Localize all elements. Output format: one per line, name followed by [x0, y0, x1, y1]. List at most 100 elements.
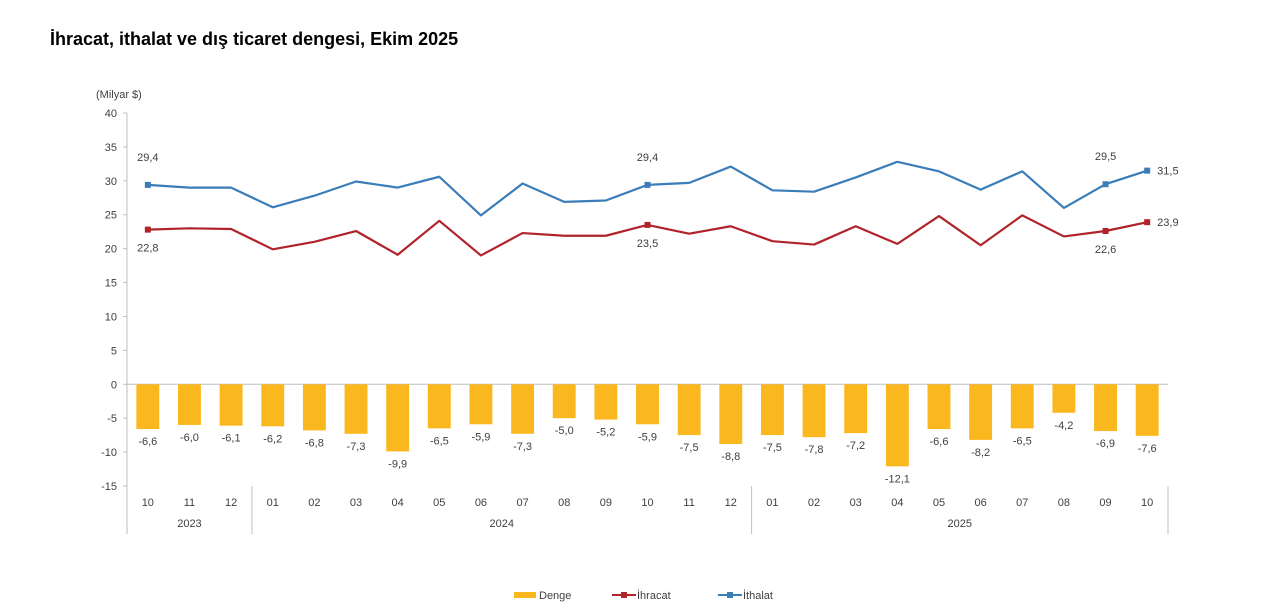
denge-bar	[261, 384, 285, 427]
denge-bar	[1135, 384, 1159, 436]
denge-bar-label: -5,2	[596, 427, 615, 439]
legend-item-ithalat: İthalat	[718, 589, 773, 602]
ihracat-point-label: 22,8	[137, 243, 158, 255]
denge-bar-label: -9,9	[388, 458, 407, 470]
denge-bar	[636, 384, 659, 425]
ihracat-marker	[144, 226, 151, 233]
x-tick-label: 05	[933, 497, 945, 509]
x-tick-label: 12	[725, 497, 737, 509]
y-tick-label: 30	[105, 176, 117, 188]
ihracat-point-label: 22,6	[1095, 244, 1116, 256]
x-tick-label: 08	[558, 497, 570, 509]
x-tick-label: 11	[683, 497, 694, 509]
x-tick-label: 10	[641, 497, 653, 509]
y-tick-label: 20	[105, 244, 117, 256]
x-tick-label: 06	[974, 497, 986, 509]
y-tick-label: 25	[105, 210, 117, 222]
denge-bar-label: -7,6	[1138, 443, 1157, 455]
denge-bar	[802, 384, 826, 438]
x-tick-label: 08	[1058, 497, 1070, 509]
y-tick-label: 40	[105, 108, 117, 120]
legend-item-ihracat: İhracat	[612, 589, 671, 602]
denge-bar	[1052, 384, 1076, 413]
x-tick-label: 01	[267, 497, 279, 509]
denge-bar-label: -7,2	[846, 440, 865, 452]
denge-bar-label: -6,0	[180, 432, 199, 444]
denge-bar-label: -7,5	[763, 442, 782, 454]
year-label: 2023	[177, 518, 201, 530]
denge-bar	[344, 384, 368, 434]
y-tick-label: 10	[105, 311, 117, 323]
chart-title: İhracat, ithalat ve dış ticaret dengesi,…	[50, 29, 458, 49]
ithalat-line	[147, 160, 1148, 217]
ihracat-marker	[1102, 228, 1109, 235]
denge-bar-label: -8,2	[971, 447, 990, 459]
x-tick-label: 01	[766, 497, 778, 509]
x-tick-label: 12	[225, 497, 237, 509]
denge-bar	[552, 384, 576, 419]
ithalat-marker	[644, 181, 651, 188]
ithalat-marker	[1102, 181, 1109, 188]
legend-swatch	[514, 592, 536, 598]
x-tick-label: 03	[850, 497, 862, 509]
denge-bar	[719, 384, 743, 444]
denge-bar	[844, 384, 868, 434]
denge-bar	[1010, 384, 1034, 429]
x-tick-label: 10	[142, 497, 154, 509]
denge-bar-label: -6,2	[263, 433, 282, 445]
ithalat-marker	[144, 181, 151, 188]
denge-bar-label: -6,9	[1096, 438, 1115, 450]
ihracat-marker	[1144, 219, 1151, 226]
denge-bar-label: -5,0	[555, 425, 574, 437]
x-tick-label: 11	[184, 497, 195, 509]
denge-bar-label: -6,5	[1013, 435, 1032, 447]
ihracat-point-label: 23,5	[637, 238, 658, 250]
legend-marker	[621, 592, 627, 598]
denge-bar-label: -7,8	[805, 444, 824, 456]
denge-bar	[969, 384, 993, 440]
denge-bar-label: -7,5	[680, 442, 699, 454]
denge-bar-label: -8,8	[721, 451, 740, 463]
denge-bar-label: -6,6	[929, 436, 948, 448]
y-tick-label: 5	[111, 345, 117, 357]
denge-bar	[677, 384, 701, 436]
y-tick-label: 15	[105, 278, 117, 290]
denge-bar	[511, 384, 535, 434]
denge-bar	[136, 384, 160, 430]
x-tick-label: 09	[1099, 497, 1111, 509]
x-tick-label: 07	[1016, 497, 1028, 509]
ithalat-marker	[1144, 167, 1151, 174]
denge-bar	[885, 384, 909, 467]
denge-bar	[427, 384, 451, 429]
y-tick-label: -15	[101, 481, 117, 493]
x-tick-label: 02	[808, 497, 820, 509]
denge-bar-label: -5,9	[471, 431, 490, 443]
denge-bar	[386, 384, 410, 452]
y-tick-label: -5	[107, 413, 117, 425]
denge-bar	[178, 384, 201, 425]
legend-label: Denge	[539, 590, 571, 602]
year-label: 2025	[948, 518, 972, 530]
denge-bar	[1094, 384, 1117, 432]
x-tick-label: 02	[308, 497, 320, 509]
ithalat-point-label: 29,4	[137, 152, 158, 164]
ithalat-point-label: 31,5	[1157, 166, 1178, 178]
legend-label: İhracat	[637, 589, 671, 602]
denge-bar	[760, 384, 784, 436]
y-tick-label: -10	[101, 447, 117, 459]
x-tick-label: 06	[475, 497, 487, 509]
denge-bar-label: -6,8	[305, 437, 324, 449]
denge-bar-label: -6,5	[430, 435, 449, 447]
denge-bar	[927, 384, 951, 430]
y-tick-label: 35	[105, 142, 117, 154]
denge-bar-label: -7,3	[513, 441, 532, 453]
legend-label: İthalat	[743, 589, 773, 602]
x-tick-label: 03	[350, 497, 362, 509]
ihracat-point-label: 23,9	[1157, 217, 1178, 229]
denge-bar-label: -12,1	[885, 473, 910, 485]
denge-bar	[594, 384, 618, 420]
denge-bar	[219, 384, 243, 426]
x-tick-label: 07	[516, 497, 528, 509]
x-tick-label: 10	[1141, 497, 1153, 509]
